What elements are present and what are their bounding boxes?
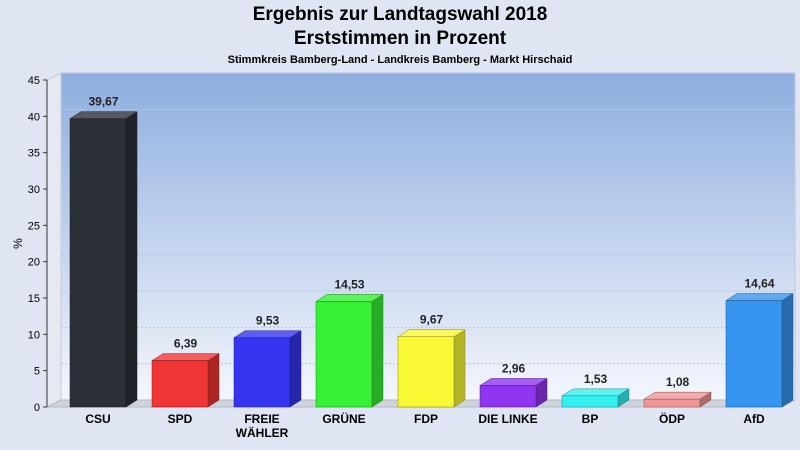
bar-freie-wähler (233, 330, 302, 408)
y-tick-label: 10 (28, 329, 40, 341)
bar-csu (69, 111, 138, 408)
x-tick-label: BP (582, 412, 599, 426)
plot-side-wall (46, 72, 62, 408)
y-tick-label: 5 (34, 366, 40, 378)
data-label: 9,67 (420, 313, 444, 327)
x-tick-label: AfD (743, 412, 765, 426)
bar-grüne (315, 293, 384, 408)
x-tick-label: ÖDP (659, 411, 685, 426)
bar-fdp (397, 329, 466, 408)
bar-die-linke (479, 378, 548, 408)
chart-subtitle: Erststimmen in Prozent (293, 28, 507, 49)
y-tick-label: 20 (28, 257, 40, 269)
chart-title: Ergebnis zur Landtagswahl 2018 (252, 4, 548, 25)
bar-ödp (643, 391, 712, 408)
data-label: 14,53 (334, 277, 364, 291)
data-label: 9,53 (256, 314, 280, 328)
x-tick-label: FREIE WÄHLER (236, 412, 289, 440)
chart-caption: Stimmkreis Bamberg-Land - Landkreis Bamb… (227, 54, 573, 66)
y-tick-label: 40 (28, 111, 40, 123)
data-label: 6,39 (174, 337, 198, 351)
y-tick-label: 15 (28, 293, 40, 305)
x-tick-label: SPD (168, 412, 193, 426)
x-tick-label: CSU (85, 412, 110, 426)
y-tick-label: 30 (28, 184, 40, 196)
y-axis-label: % (11, 238, 25, 249)
x-tick-label: DIE LINKE (478, 412, 537, 426)
data-label: 14,64 (744, 277, 774, 291)
data-label: 39,67 (88, 95, 118, 109)
bar-afd (725, 293, 794, 408)
data-label: 1,53 (584, 372, 608, 386)
data-label: 1,08 (666, 375, 690, 389)
x-tick-label: GRÜNE (322, 411, 365, 426)
bar-bp (561, 388, 630, 408)
y-tick-label: 25 (28, 220, 40, 232)
y-tick-label: 0 (34, 402, 40, 414)
data-label: 2,96 (502, 361, 526, 375)
y-tick-label: 45 (28, 75, 40, 87)
y-tick-label: 35 (28, 148, 40, 160)
bar-spd (151, 353, 220, 408)
x-tick-label: FDP (414, 412, 438, 426)
